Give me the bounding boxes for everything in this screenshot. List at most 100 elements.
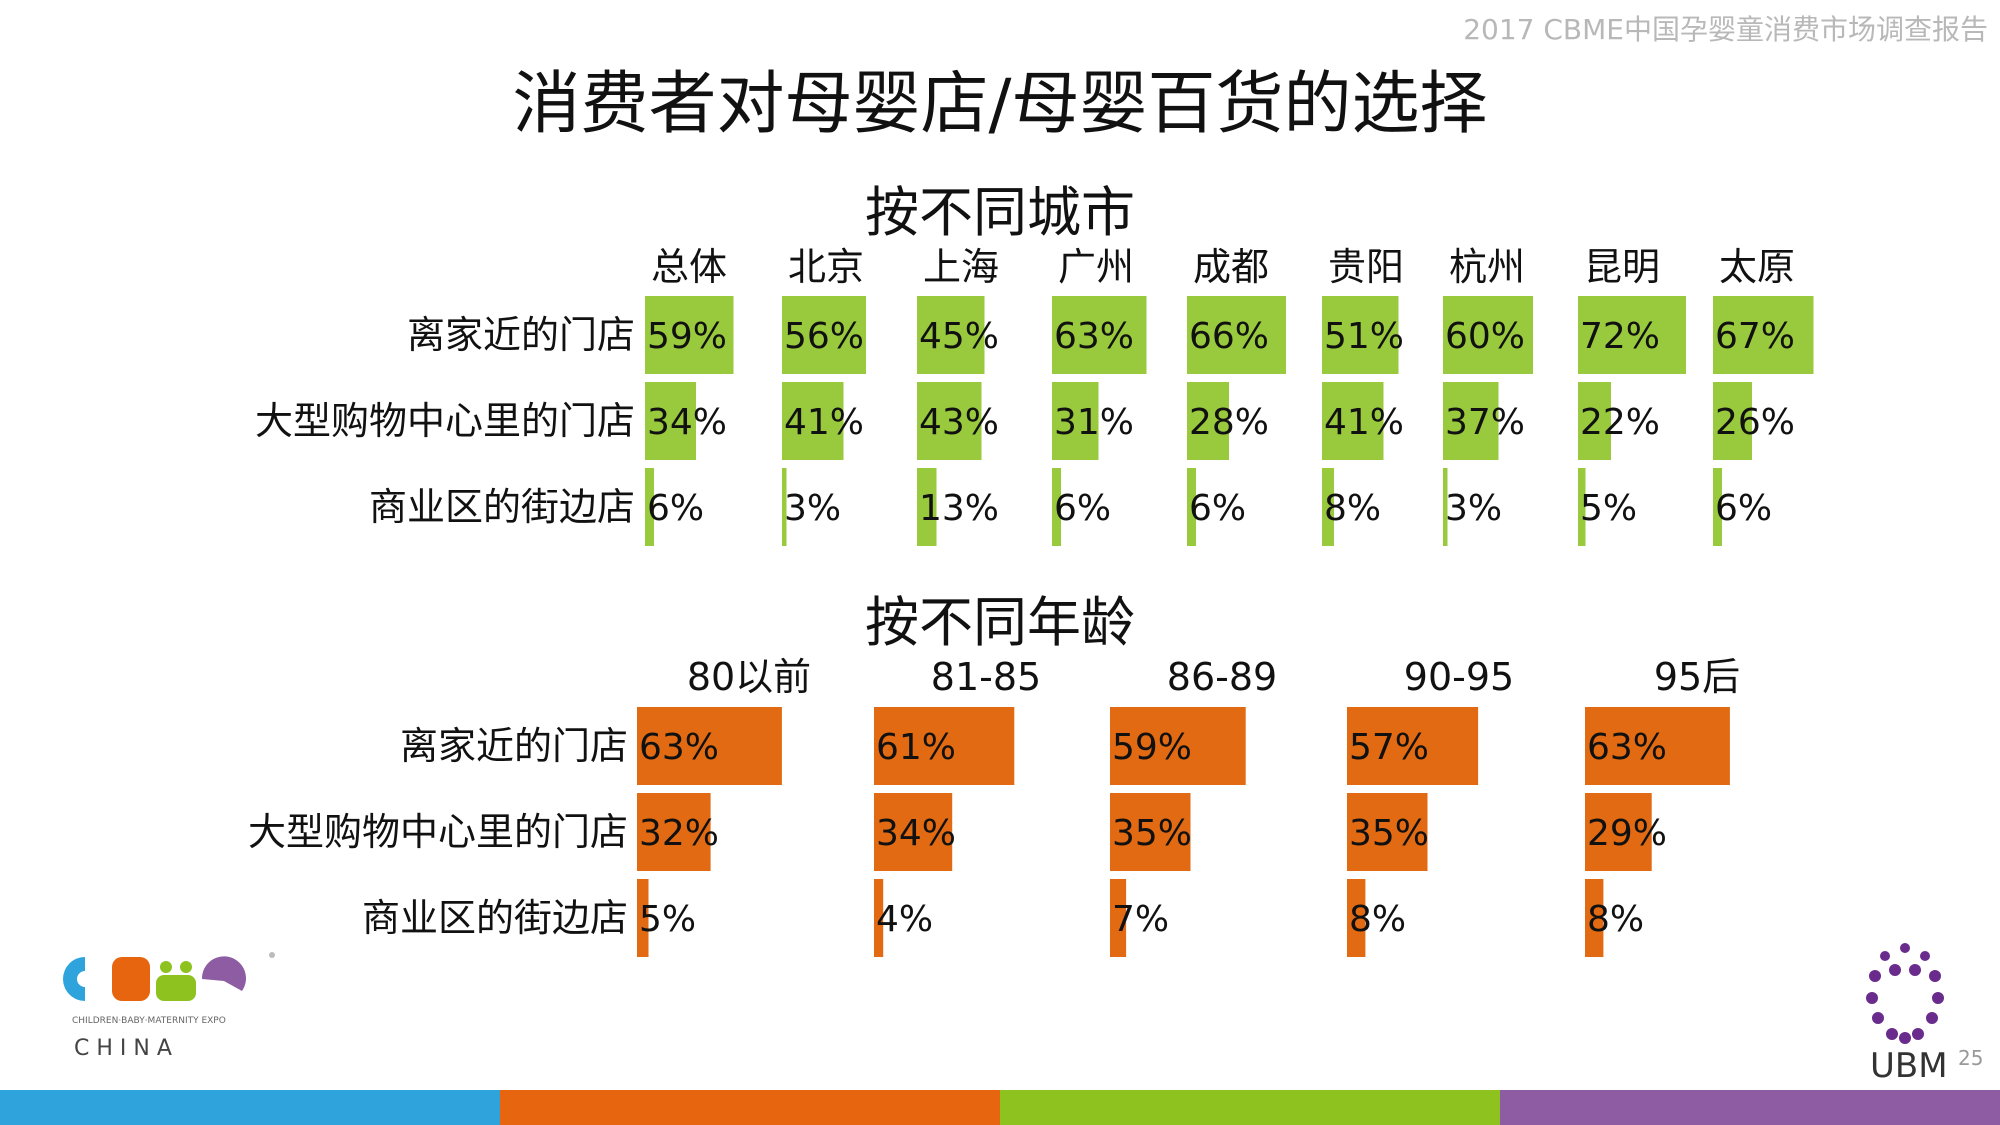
city-bar [1322,468,1334,546]
age-bar [1347,793,1428,871]
age-bar [1585,707,1730,785]
city-bar [917,468,937,546]
city-value-label: 37% [1445,402,1525,443]
age-bar [1585,879,1604,957]
city-bar [1052,468,1061,546]
city-value-label: 26% [1715,402,1795,443]
age-column-header: 95后 [1654,655,1740,699]
city-bar [1443,468,1448,546]
age-value-label: 35% [1349,813,1429,854]
city-bar [782,468,787,546]
age-value-label: 29% [1587,813,1667,854]
age-column-header: 90-95 [1404,655,1514,699]
age-row-label: 离家近的门店 [400,724,628,768]
age-bar [1347,879,1366,957]
city-bar [645,296,734,374]
city-bar [1052,382,1099,460]
city-bar [1187,296,1286,374]
city-bar [1443,296,1533,374]
age-value-label: 59% [1112,727,1192,768]
ubm-logo: UBM [1866,943,1948,1085]
city-column-header: 昆明 [1584,245,1660,289]
section-title-city: 按不同城市 [865,181,1135,244]
age-value-label: 35% [1112,813,1192,854]
age-value-label: 63% [1587,727,1667,768]
city-bar [645,382,696,460]
age-value-label: 5% [639,899,696,940]
footer-segment-green [1000,1090,1500,1125]
ubm-logo-text: UBM [1870,1046,1948,1085]
age-bar [637,793,711,871]
city-bar [1713,382,1752,460]
city-value-label: 59% [647,316,727,357]
city-bar [917,382,982,460]
city-value-label: 3% [1445,488,1502,529]
city-value-label: 41% [1324,402,1404,443]
age-bar [874,793,953,871]
city-value-label: 28% [1189,402,1269,443]
cbme-logo: CHILDREN·BABY·MATERNITY EXPO C H I N A [63,952,275,1061]
city-bar [782,296,866,374]
cbme-logo-tagline: CHILDREN·BABY·MATERNITY EXPO [72,1016,226,1026]
age-value-label: 34% [876,813,956,854]
city-column-header: 太原 [1719,245,1795,289]
city-bar [1322,296,1399,374]
city-value-label: 31% [1054,402,1134,443]
city-row-label: 大型购物中心里的门店 [255,399,635,443]
age-row-label: 大型购物中心里的门店 [248,810,628,854]
city-bar [645,468,654,546]
footer-segment-blue [0,1090,500,1125]
ubm-logo-mark [1866,943,1944,1044]
city-value-label: 63% [1054,316,1134,357]
city-value-label: 5% [1580,488,1637,529]
city-bar [1187,382,1229,460]
age-value-label: 32% [639,813,719,854]
city-value-label: 3% [784,488,841,529]
city-value-label: 51% [1324,316,1404,357]
age-value-label: 4% [876,899,933,940]
age-bar [874,707,1015,785]
city-bar [1713,468,1722,546]
age-value-label: 63% [639,727,719,768]
city-bar [782,382,844,460]
city-value-label: 34% [647,402,727,443]
city-value-label: 6% [1715,488,1772,529]
section-title-age: 按不同年龄 [865,591,1135,654]
city-column-header: 北京 [788,245,864,289]
age-bar [1110,879,1127,957]
report-name: 2017 CBME中国孕婴童消费市场调查报告 [1463,13,1988,46]
cbme-logo-china: C H I N A [74,1036,172,1061]
age-bar [874,879,884,957]
age-row-label: 商业区的街边店 [362,896,628,940]
city-value-label: 41% [784,402,864,443]
city-value-label: 60% [1445,316,1525,357]
city-bar [1713,296,1814,374]
city-column-header: 杭州 [1449,245,1525,289]
city-value-label: 56% [784,316,864,357]
city-bar [1578,296,1686,374]
city-bar [1578,468,1586,546]
footer-segment-orange [500,1090,1000,1125]
city-column-header: 总体 [651,245,727,289]
age-column-header: 86-89 [1167,655,1277,699]
city-column-header: 广州 [1058,245,1134,289]
page-title: 消费者对母婴店/母婴百货的选择 [512,65,1488,144]
city-value-label: 13% [919,488,999,529]
city-value-label: 66% [1189,316,1269,357]
age-value-label: 61% [876,727,956,768]
age-column-header: 80以前 [687,655,811,699]
footer-segment-purple [1500,1090,2000,1125]
page-number: 25 [1958,1046,1984,1070]
city-column-header: 成都 [1193,245,1269,289]
footer-color-bar [0,1090,2000,1125]
age-value-label: 7% [1112,899,1169,940]
city-bar [1322,382,1384,460]
cbme-logo-mark [63,952,275,1001]
age-value-label: 8% [1349,899,1406,940]
city-value-label: 43% [919,402,999,443]
city-bar [917,296,985,374]
age-value-label: 8% [1587,899,1644,940]
age-bar [1110,793,1191,871]
city-bar [1187,468,1196,546]
